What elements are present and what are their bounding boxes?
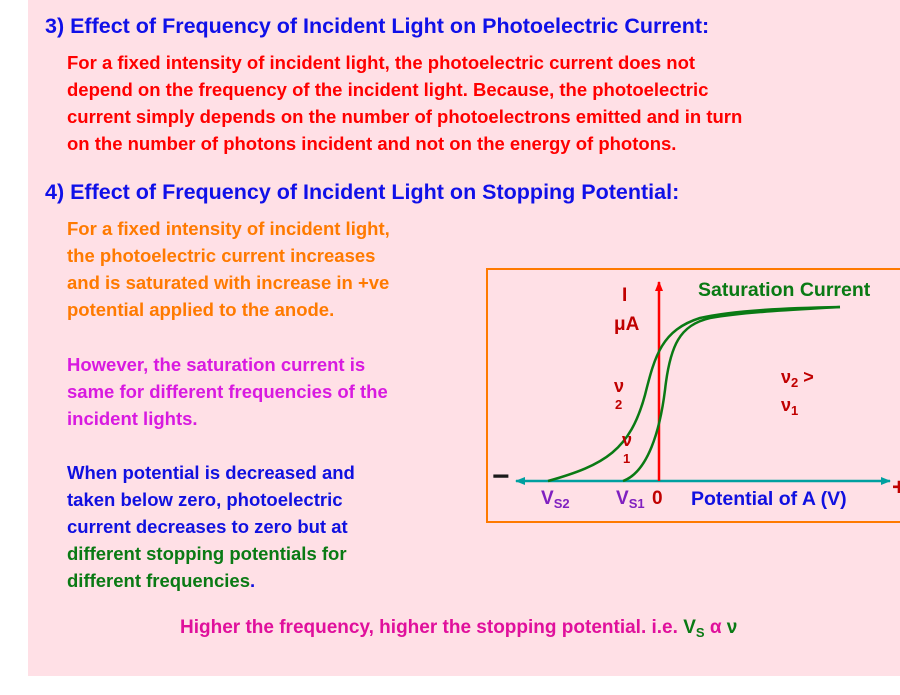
nu1-label: ν 1 bbox=[622, 430, 632, 466]
conclusion-vs-subscript: S bbox=[695, 625, 705, 640]
nu2-symbol: ν bbox=[614, 376, 625, 396]
nu1-symbol: ν bbox=[622, 430, 633, 450]
nu2-label: ν 2 bbox=[614, 376, 624, 412]
paragraph-line: the photoelectric current increases bbox=[67, 245, 376, 266]
vs1-symbol: V bbox=[616, 488, 629, 509]
stopping-potential-paragraph: When potential is decreased and taken be… bbox=[67, 459, 355, 594]
conclusion-vs-symbol: V bbox=[683, 617, 696, 638]
saturation-paragraph: For a fixed intensity of incident light,… bbox=[67, 215, 390, 323]
minus-sign: − bbox=[492, 460, 510, 493]
origin-label: 0 bbox=[652, 488, 663, 509]
plus-sign: + bbox=[892, 474, 900, 501]
vs1-label: VS1 bbox=[616, 488, 645, 511]
relation-line: ν1 bbox=[781, 394, 814, 422]
same-saturation-paragraph: However, the saturation current is same … bbox=[67, 351, 388, 432]
relation-nu1-sub: 1 bbox=[791, 403, 799, 418]
section3-line: on the number of photons incident and no… bbox=[67, 133, 677, 154]
vs2-symbol: V bbox=[541, 488, 554, 509]
current-axis-label-i: I bbox=[622, 285, 628, 306]
frequency-relation: ν2 > ν1 bbox=[781, 366, 814, 422]
section3-heading: 3) Effect of Frequency of Incident Light… bbox=[45, 14, 710, 38]
vs1-subscript: S1 bbox=[628, 496, 645, 511]
section3-line: current simply depends on the number of … bbox=[67, 106, 743, 127]
paragraph-line: For a fixed intensity of incident light, bbox=[67, 218, 390, 239]
saturation-current-label: Saturation Current bbox=[698, 279, 871, 301]
section3-line: depend on the frequency of the incident … bbox=[67, 79, 709, 100]
voltage-axis-label: Potential of A (V) bbox=[691, 488, 847, 510]
relation-nu1: ν bbox=[781, 395, 792, 415]
relation-nu2-sub: 2 bbox=[791, 375, 799, 390]
nu1-subscript: 1 bbox=[623, 451, 631, 466]
paragraph-line: same for different frequencies of the bbox=[67, 381, 388, 402]
conclusion-alpha: α bbox=[704, 617, 727, 638]
paragraph-line: However, the saturation current is bbox=[67, 354, 366, 375]
paragraph-line: When potential is decreased and bbox=[67, 462, 355, 483]
conclusion-nu: ν bbox=[726, 617, 738, 638]
section3-paragraph: For a fixed intensity of incident light,… bbox=[67, 49, 742, 157]
paragraph-line: incident lights. bbox=[67, 408, 198, 429]
nu2-subscript: 2 bbox=[615, 397, 623, 412]
relation-line: ν2 > bbox=[781, 366, 814, 394]
paragraph-line: different frequencies. bbox=[67, 567, 355, 594]
vs2-label: VS2 bbox=[541, 488, 570, 511]
paragraph-line: taken below zero, photoelectric bbox=[67, 489, 343, 510]
paragraph-end-period: . bbox=[250, 570, 256, 591]
relation-nu2: ν bbox=[781, 367, 792, 387]
paragraph-line: potential applied to the anode. bbox=[67, 299, 335, 320]
paragraph-line: different stopping potentials for bbox=[67, 543, 347, 564]
current-axis-label-unit: μA bbox=[614, 314, 640, 335]
conclusion-vs: VS bbox=[683, 617, 705, 640]
section3-line: For a fixed intensity of incident light,… bbox=[67, 52, 696, 73]
conclusion-text: Higher the frequency, higher the stoppin… bbox=[180, 617, 684, 638]
paragraph-line: current decreases to zero but at bbox=[67, 516, 348, 537]
nu2-curve bbox=[547, 305, 841, 483]
conclusion: Higher the frequency, higher the stoppin… bbox=[180, 617, 737, 640]
paragraph-line-text: different frequencies bbox=[67, 570, 250, 591]
paragraph-line: and is saturated with increase in +ve bbox=[67, 272, 390, 293]
vs2-subscript: S2 bbox=[553, 496, 570, 511]
nu1-curve bbox=[622, 305, 841, 483]
section4-heading: 4) Effect of Frequency of Incident Light… bbox=[45, 180, 680, 204]
relation-gt: > bbox=[798, 367, 814, 387]
